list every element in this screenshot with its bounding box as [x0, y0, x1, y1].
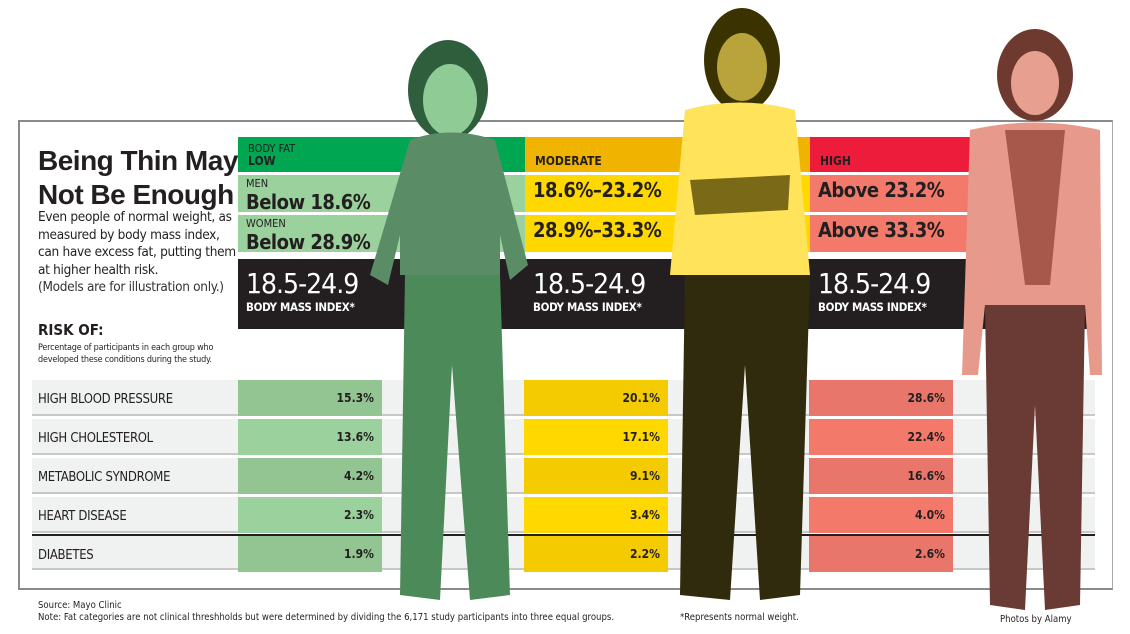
note-text: Note: Fat categories are not clinical th… [38, 612, 615, 623]
table-row: DIABETES 1.9% 2.2% 2.6% [32, 534, 1095, 572]
bmi-label: BODY MASS INDEX* [246, 300, 355, 314]
infographic-frame [18, 120, 1113, 590]
value-cell: 20.1% [524, 380, 668, 416]
source-text: Source: Mayo Clinic [38, 600, 122, 611]
bmi-value: 18.5-24.9 [246, 267, 359, 300]
risk-heading: RISK OF: [38, 321, 104, 339]
category-label: MODERATE [535, 154, 602, 168]
value-cell: 17.1% [524, 419, 668, 455]
men-label: MEN [246, 177, 269, 190]
bmi-label: BODY MASS INDEX* [533, 300, 642, 314]
condition-label: METABOLIC SYNDROME [38, 470, 171, 485]
value-cell: 1.9% [238, 536, 382, 572]
risk-subtitle: Percentage of participants in each group… [38, 343, 214, 365]
value-cell: 9.1% [524, 458, 668, 494]
value-cell: 2.2% [524, 536, 668, 572]
value-cell: 13.6% [238, 419, 382, 455]
value-cell: 2.3% [238, 497, 382, 533]
condition-label: DIABETES [38, 548, 94, 563]
value-cell: 28.6% [809, 380, 953, 416]
model-photo-moderate [660, 5, 820, 605]
model-photo-low [360, 35, 540, 605]
men-value: Below 18.6% [246, 190, 371, 214]
footnote: *Represents normal weight. [680, 612, 799, 623]
photo-credit: Photos by Alamy [1000, 614, 1072, 625]
bmi-value: 18.5-24.9 [533, 267, 646, 300]
value-cell: 22.4% [809, 419, 953, 455]
value-cell: 4.0% [809, 497, 953, 533]
table-row: HIGH BLOOD PRESSURE 15.3% 20.1% 28.6% [32, 380, 1095, 416]
value-cell: 4.2% [238, 458, 382, 494]
source-notes: Source: Mayo Clinic Note: Fat categories … [38, 600, 614, 624]
table-row: HEART DISEASE 2.3% 3.4% 4.0% [32, 497, 1095, 533]
value-cell: 2.6% [809, 536, 953, 572]
page-title: Being Thin May Not Be Enough [38, 145, 238, 210]
model-photo-high [950, 25, 1115, 615]
women-value: Below 28.9% [246, 230, 371, 254]
category-label: HIGH [820, 154, 851, 168]
value-cell: 3.4% [524, 497, 668, 533]
condition-label: HIGH BLOOD PRESSURE [38, 392, 173, 407]
women-label: WOMEN [246, 217, 286, 230]
value-cell: 16.6% [809, 458, 953, 494]
men-value: 18.6%–23.2% [533, 178, 662, 202]
men-value: Above 23.2% [818, 178, 945, 202]
condition-label: HIGH CHOLESTEROL [38, 431, 153, 446]
value-cell: 15.3% [238, 380, 382, 416]
table-row: HIGH CHOLESTEROL 13.6% 17.1% 22.4% [32, 419, 1095, 455]
intro-body: Even people of normal weight, as measure… [38, 209, 236, 278]
bmi-value: 18.5-24.9 [818, 267, 931, 300]
bmi-label: BODY MASS INDEX* [818, 300, 927, 314]
body-fat-label: BODY FAT [248, 142, 296, 155]
table-row: METABOLIC SYNDROME 4.2% 9.1% 16.6% [32, 458, 1095, 494]
category-label: LOW [248, 154, 276, 168]
women-value: Above 33.3% [818, 218, 945, 242]
intro-text: Even people of normal weight, as measure… [38, 209, 238, 297]
intro-note: (Models are for illustration only.) [38, 279, 224, 295]
women-value: 28.9%–33.3% [533, 218, 662, 242]
condition-label: HEART DISEASE [38, 509, 127, 524]
